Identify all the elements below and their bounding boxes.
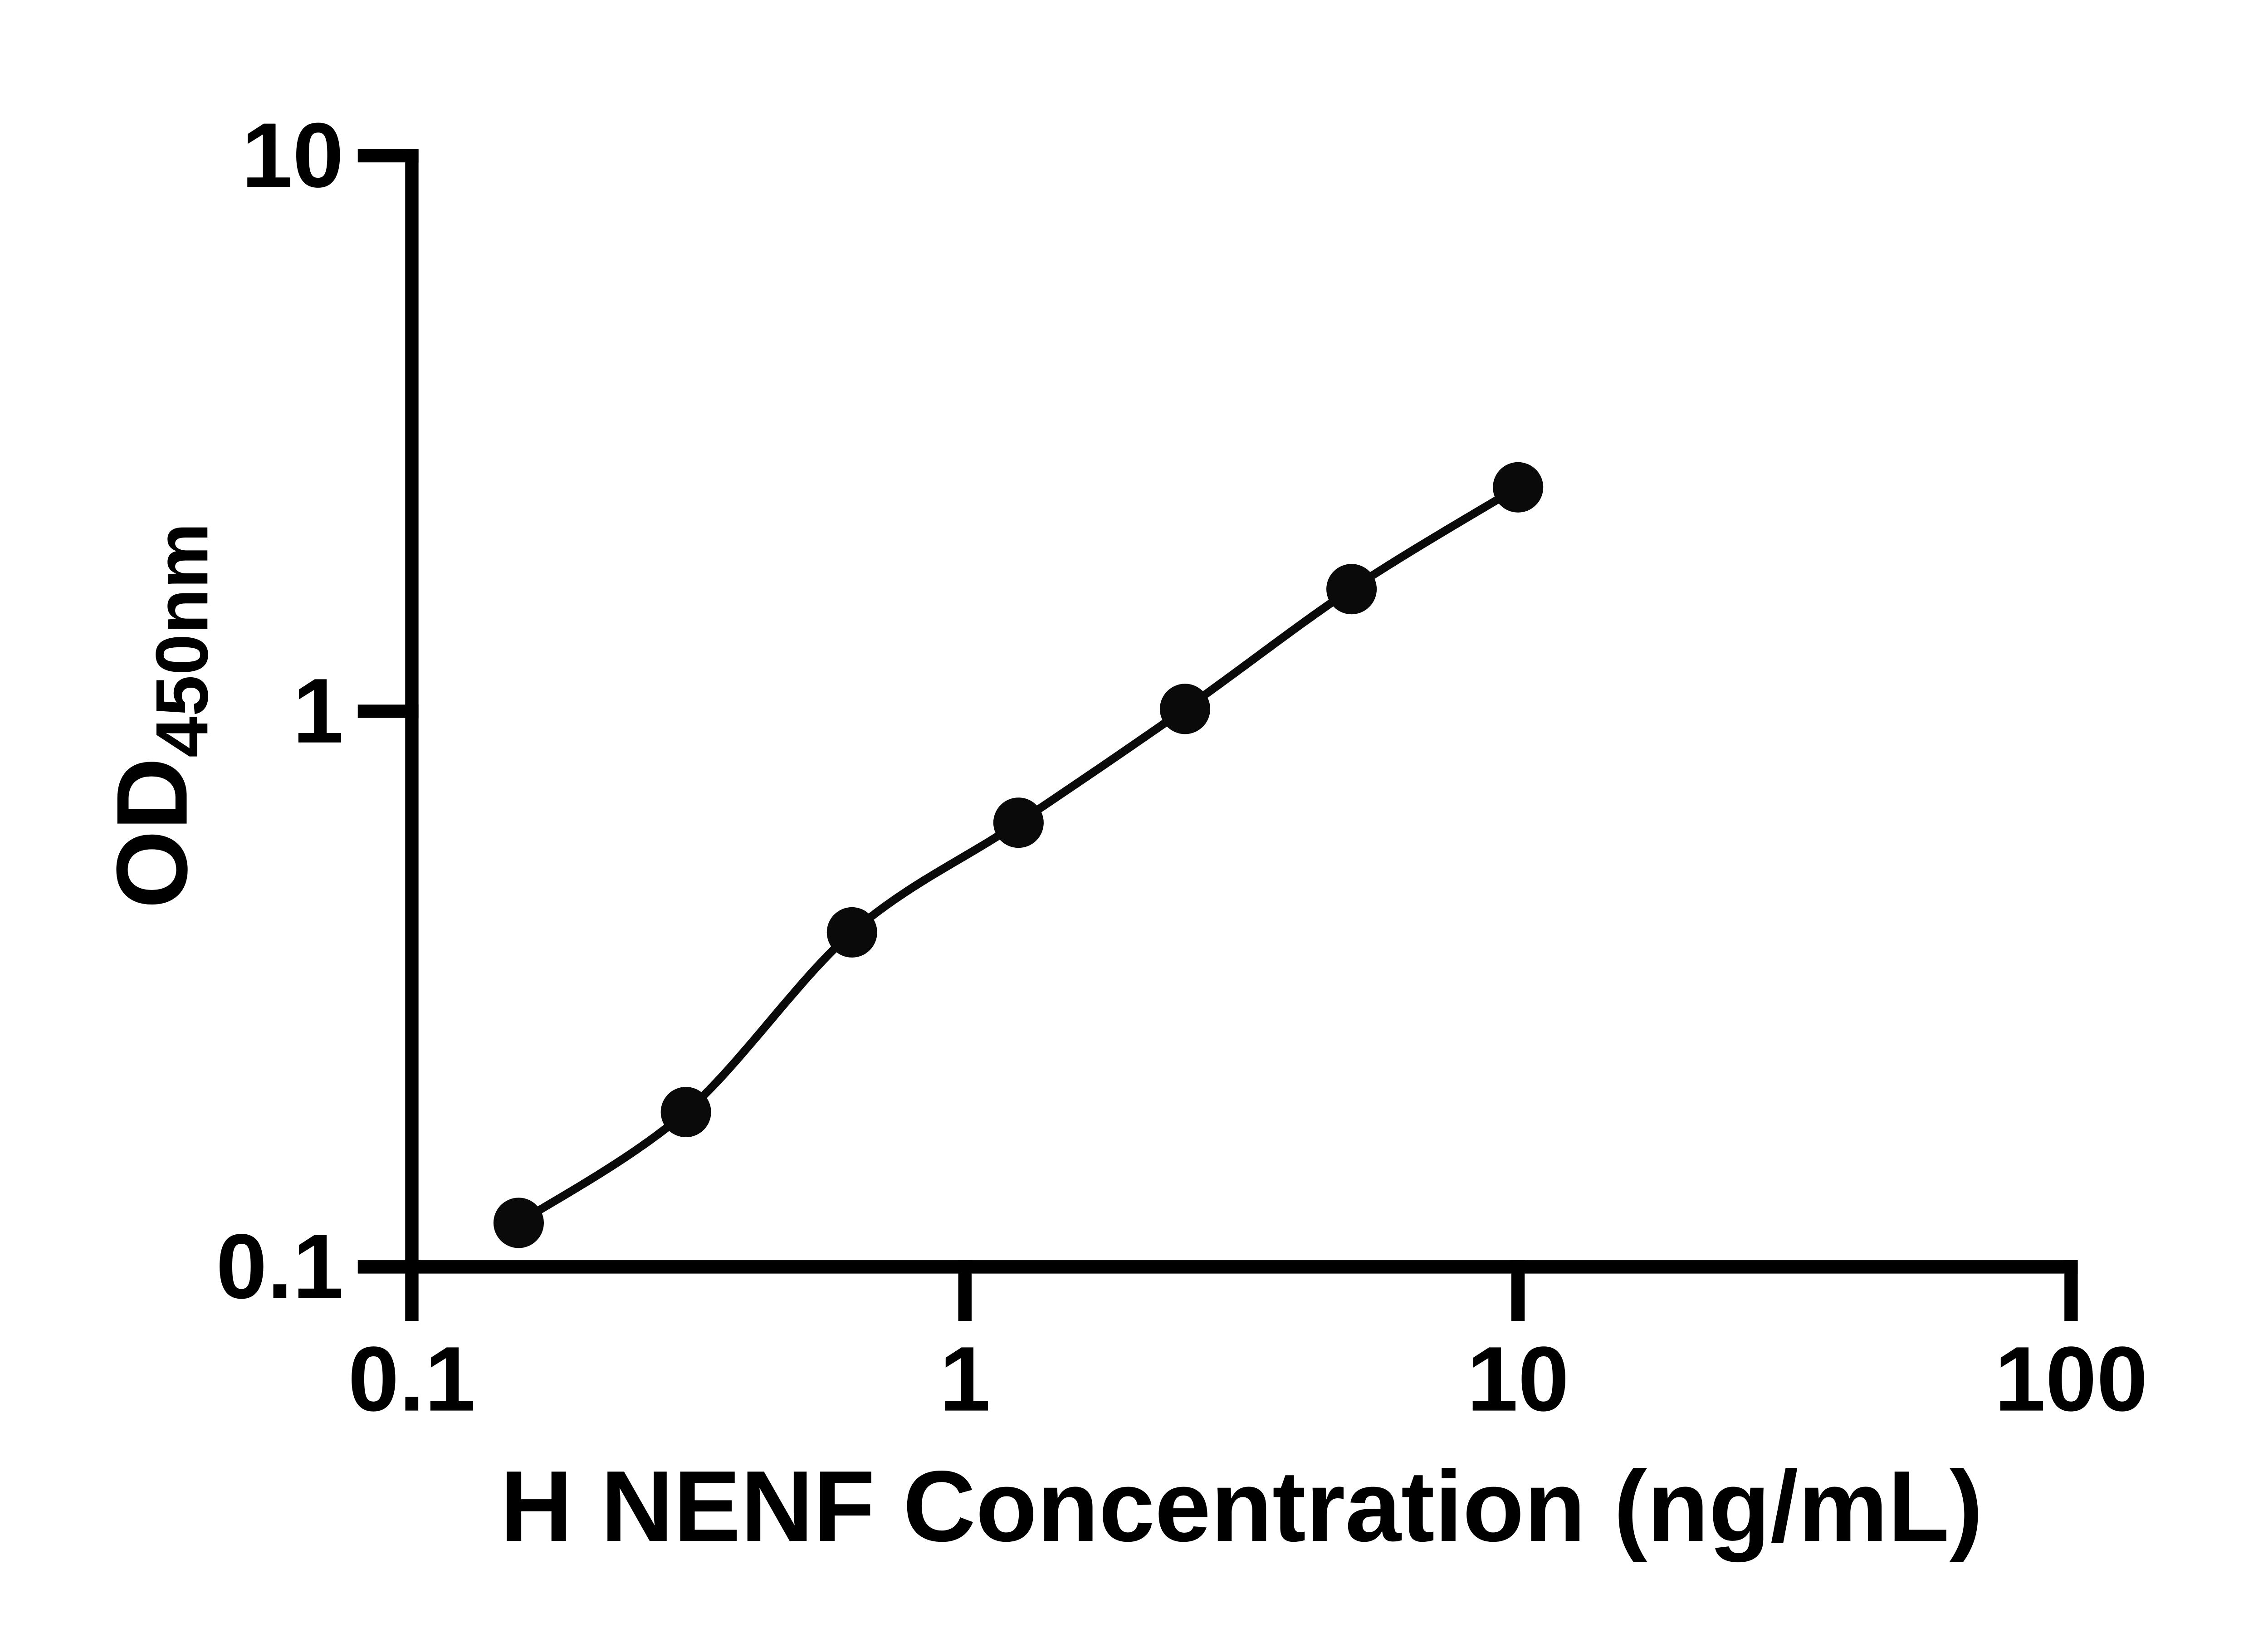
data-point: [993, 797, 1044, 848]
y-axis-tick-label: 10: [241, 104, 343, 206]
x-axis-tick-label: 10: [1467, 1328, 1569, 1430]
x-axis-tick-label: 0.1: [348, 1328, 475, 1430]
y-axis-tick-label: 0.1: [216, 1215, 343, 1317]
data-point: [660, 1087, 711, 1138]
data-point: [493, 1198, 544, 1248]
data-point: [1159, 684, 1211, 734]
x-axis-tick-label: 1: [939, 1328, 991, 1430]
y-axis-tick-label: 1: [293, 660, 344, 762]
data-point: [1326, 564, 1377, 615]
x-axis-tick-label: 100: [1994, 1328, 2148, 1430]
axes-group: 0.1 1 10 100 0.1 1 10: [216, 104, 2148, 1430]
x-axis-title: H NENF Concentration (ng/mL): [500, 1450, 1983, 1563]
axis-lines: [405, 149, 2078, 1274]
data-series-group: [493, 462, 1544, 1248]
data-point: [1493, 462, 1544, 513]
y-axis-title: OD450nm: [96, 523, 224, 909]
data-point: [826, 907, 877, 958]
